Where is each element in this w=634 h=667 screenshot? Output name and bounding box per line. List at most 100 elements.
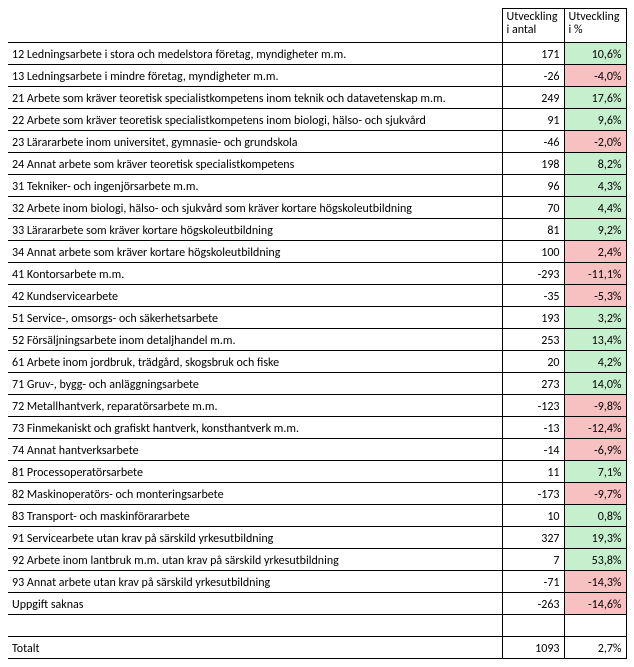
header-label (8, 9, 502, 43)
row-label: 23 Lärararbete inom universitet, gymnasi… (8, 131, 502, 153)
row-pct: 10,6% (564, 43, 626, 65)
row-count: -123 (502, 395, 564, 417)
row-count: 327 (502, 527, 564, 549)
table-row: 81 Processoperatörsarbete117,1% (8, 461, 626, 483)
row-label: 52 Försäljningsarbete inom detaljhandel … (8, 329, 502, 351)
row-label: 41 Kontorsarbete m.m. (8, 263, 502, 285)
row-pct: -4,0% (564, 65, 626, 87)
row-count: 91 (502, 109, 564, 131)
table-row: 83 Transport- och maskinförararbete100,8… (8, 505, 626, 527)
table-row: 51 Service-, omsorgs- och säkerhetsarbet… (8, 307, 626, 329)
table-row: 31 Tekniker- och ingenjörsarbete m.m.964… (8, 175, 626, 197)
row-pct: 3,2% (564, 307, 626, 329)
row-count: -293 (502, 263, 564, 285)
row-pct: -9,8% (564, 395, 626, 417)
row-count: -263 (502, 593, 564, 615)
table-row: 32 Arbete inom biologi, hälso- och sjukv… (8, 197, 626, 219)
table-row: 73 Finmekaniskt och grafiskt hantverk, k… (8, 417, 626, 439)
row-label: 13 Ledningsarbete i mindre företag, mynd… (8, 65, 502, 87)
row-count: -71 (502, 571, 564, 593)
row-count: 96 (502, 175, 564, 197)
row-label: 93 Annat arbete utan krav på särskild yr… (8, 571, 502, 593)
row-count: 10 (502, 505, 564, 527)
row-pct: 9,2% (564, 219, 626, 241)
header-pct: Utveckling i % (564, 9, 626, 43)
row-label: 31 Tekniker- och ingenjörsarbete m.m. (8, 175, 502, 197)
row-count: -35 (502, 285, 564, 307)
table-row: 23 Lärararbete inom universitet, gymnasi… (8, 131, 626, 153)
row-pct: 4,2% (564, 351, 626, 373)
row-label: 81 Processoperatörsarbete (8, 461, 502, 483)
row-label: 34 Annat arbete som kräver kortare högsk… (8, 241, 502, 263)
row-label: 24 Annat arbete som kräver teoretisk spe… (8, 153, 502, 175)
total-count: 1093 (502, 637, 564, 659)
table-row: 22 Arbete som kräver teoretisk specialis… (8, 109, 626, 131)
row-label: 73 Finmekaniskt och grafiskt hantverk, k… (8, 417, 502, 439)
row-label: 72 Metallhantverk, reparatörsarbete m.m. (8, 395, 502, 417)
row-count: 253 (502, 329, 564, 351)
total-label: Totalt (8, 637, 502, 659)
row-label: 74 Annat hantverksarbete (8, 439, 502, 461)
row-label: 71 Gruv-, bygg- och anläggningsarbete (8, 373, 502, 395)
row-pct: -11,1% (564, 263, 626, 285)
row-count: 273 (502, 373, 564, 395)
row-label: 51 Service-, omsorgs- och säkerhetsarbet… (8, 307, 502, 329)
row-count: -26 (502, 65, 564, 87)
row-pct: -14,3% (564, 571, 626, 593)
row-label: 33 Lärararbete som kräver kortare högsko… (8, 219, 502, 241)
row-label: Uppgift saknas (8, 593, 502, 615)
row-count: -13 (502, 417, 564, 439)
row-pct: 2,4% (564, 241, 626, 263)
row-label: 91 Servicearbete utan krav på särskild y… (8, 527, 502, 549)
row-label: 22 Arbete som kräver teoretisk specialis… (8, 109, 502, 131)
row-count: -46 (502, 131, 564, 153)
row-label: 92 Arbete inom lantbruk m.m. utan krav p… (8, 549, 502, 571)
row-count: -173 (502, 483, 564, 505)
row-label: 61 Arbete inom jordbruk, trädgård, skogs… (8, 351, 502, 373)
row-pct: 17,6% (564, 87, 626, 109)
row-label: 12 Ledningsarbete i stora och medelstora… (8, 43, 502, 65)
table-header: Utveckling i antal Utveckling i % (8, 9, 626, 43)
row-label: 42 Kundservicearbete (8, 285, 502, 307)
row-count: 81 (502, 219, 564, 241)
row-pct: 9,6% (564, 109, 626, 131)
total-pct: 2,7% (564, 637, 626, 659)
total-row: Totalt10932,7% (8, 637, 626, 659)
table-row: 92 Arbete inom lantbruk m.m. utan krav p… (8, 549, 626, 571)
row-count: 70 (502, 197, 564, 219)
table-row: 12 Ledningsarbete i stora och medelstora… (8, 43, 626, 65)
row-count: 198 (502, 153, 564, 175)
table-row: 21 Arbete som kräver teoretisk specialis… (8, 87, 626, 109)
header-count: Utveckling i antal (502, 9, 564, 43)
table-row: 91 Servicearbete utan krav på särskild y… (8, 527, 626, 549)
row-pct: 53,8% (564, 549, 626, 571)
row-pct: -14,6% (564, 593, 626, 615)
table-row: 34 Annat arbete som kräver kortare högsk… (8, 241, 626, 263)
table-row: 82 Maskinoperatörs- och monteringsarbete… (8, 483, 626, 505)
table-row: 24 Annat arbete som kräver teoretisk spe… (8, 153, 626, 175)
table-row: 74 Annat hantverksarbete-14-6,9% (8, 439, 626, 461)
occupation-development-table: Utveckling i antal Utveckling i % 12 Led… (8, 8, 627, 659)
row-count: 7 (502, 549, 564, 571)
row-pct: -5,3% (564, 285, 626, 307)
spacer-cell (564, 615, 626, 637)
row-pct: 4,3% (564, 175, 626, 197)
row-pct: 13,4% (564, 329, 626, 351)
row-count: 249 (502, 87, 564, 109)
row-pct: 7,1% (564, 461, 626, 483)
row-pct: -2,0% (564, 131, 626, 153)
spacer-cell (8, 615, 502, 637)
table-body: 12 Ledningsarbete i stora och medelstora… (8, 43, 626, 659)
table-row: 72 Metallhantverk, reparatörsarbete m.m.… (8, 395, 626, 417)
table-row: 61 Arbete inom jordbruk, trädgård, skogs… (8, 351, 626, 373)
row-pct: -9,7% (564, 483, 626, 505)
table-row: 42 Kundservicearbete-35-5,3% (8, 285, 626, 307)
row-label: 82 Maskinoperatörs- och monteringsarbete (8, 483, 502, 505)
row-pct: 8,2% (564, 153, 626, 175)
row-label: 83 Transport- och maskinförararbete (8, 505, 502, 527)
table-row: 52 Försäljningsarbete inom detaljhandel … (8, 329, 626, 351)
row-pct: -6,9% (564, 439, 626, 461)
row-count: 171 (502, 43, 564, 65)
row-count: 20 (502, 351, 564, 373)
spacer-row (8, 615, 626, 637)
